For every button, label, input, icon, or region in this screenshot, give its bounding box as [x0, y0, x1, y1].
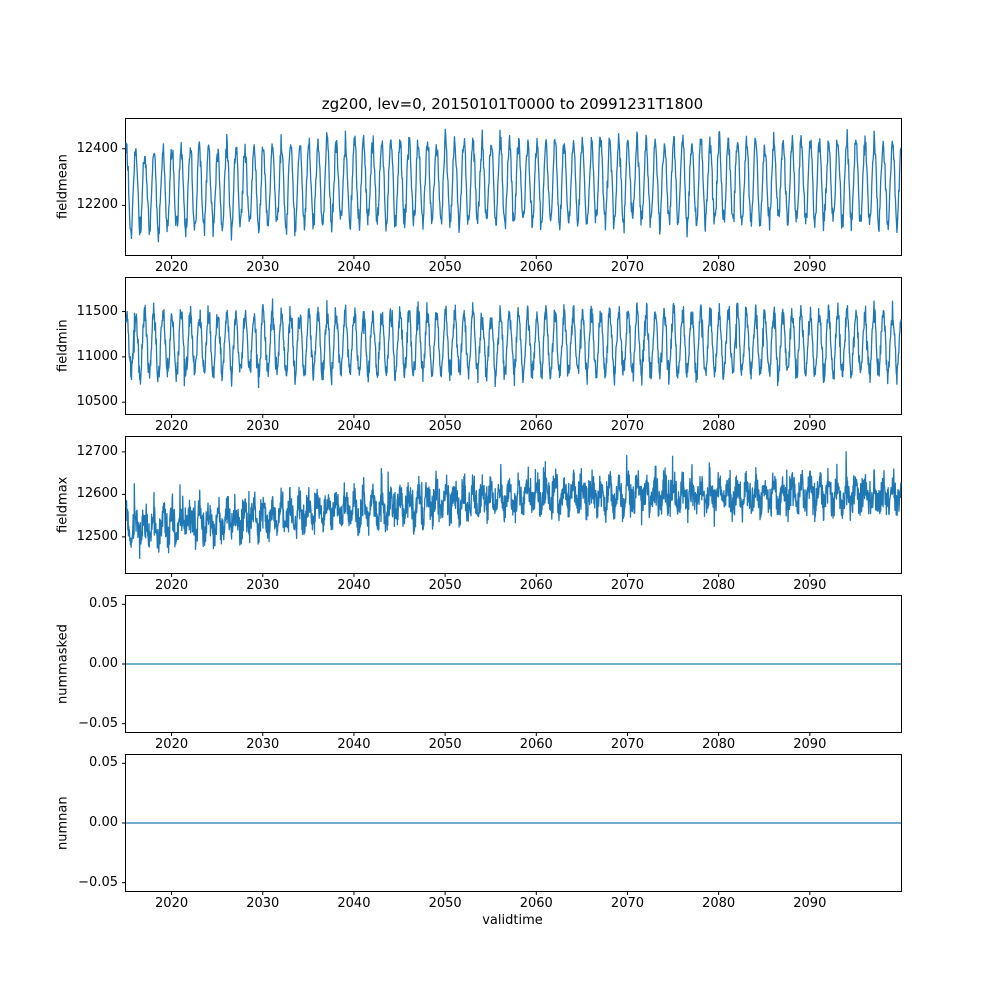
x-tick-label: 2070 — [610, 578, 645, 593]
y-tick-label: 12400 — [76, 140, 118, 156]
plot-area-numnan — [122, 762, 901, 895]
y-tick-label: 10500 — [76, 394, 118, 410]
x-tick-label: 2070 — [610, 260, 645, 275]
y-tick-label: 0.05 — [89, 755, 118, 771]
x-tick-label: 2020 — [155, 737, 189, 752]
x-tick-label: 2070 — [610, 896, 645, 911]
figure-title: zg200, lev=0, 20150101T0000 to 20991231T… — [321, 95, 704, 113]
x-tick-label: 2080 — [702, 260, 736, 275]
x-tick-label: 2090 — [793, 260, 827, 275]
subplot-fieldmean: fieldmean 12200 12400 2020 2030 2040 2050 2060… — [56, 118, 902, 275]
x-tick-label: 2090 — [793, 578, 827, 593]
x-tick-label: 2080 — [702, 896, 736, 911]
y-tick-label: 12700 — [76, 443, 118, 459]
plot-area-fieldmean — [122, 128, 902, 259]
x-tick-label: 2050 — [428, 896, 462, 911]
subplot-nummasked: nummasked −0.05 0.00 0.05 2020 2030 2040 2050 2… — [56, 595, 902, 752]
x-tick-label: 2030 — [246, 737, 280, 752]
subplot-fieldmax: fieldmax 12500 12600 12700 2020 2030 2040 2050… — [56, 436, 902, 593]
x-axis-label: validtime — [482, 913, 543, 928]
y-tick-label: −0.05 — [78, 874, 118, 890]
x-tick-label: 2060 — [519, 578, 553, 593]
x-tick-label: 2090 — [793, 896, 827, 911]
x-tick-label: 2060 — [519, 419, 553, 434]
y-tick-label: 12600 — [76, 486, 118, 502]
y-tick-label: 0.00 — [89, 656, 118, 671]
x-tick-label: 2030 — [246, 578, 280, 593]
y-tick-label: 11000 — [76, 348, 118, 364]
y-axis-label-nummasked: nummasked — [55, 624, 71, 704]
plot-area-fieldmin — [122, 298, 902, 418]
x-tick-label: 2060 — [519, 896, 553, 911]
y-axis-label-fieldmean: fieldmean — [55, 154, 71, 220]
x-tick-label: 2060 — [519, 737, 553, 752]
data-line-fieldmin — [125, 298, 902, 389]
plot-area-nummasked — [122, 603, 901, 736]
x-tick-label: 2090 — [793, 419, 827, 434]
x-tick-label: 2050 — [428, 419, 462, 434]
x-tick-label: 2020 — [155, 578, 189, 593]
data-line-fieldmax — [125, 451, 902, 560]
x-tick-label: 2040 — [337, 578, 371, 593]
y-tick-label: 12500 — [76, 528, 118, 544]
x-tick-label: 2020 — [155, 260, 189, 275]
x-tick-label: 2040 — [337, 896, 371, 911]
x-tick-label: 2040 — [337, 737, 371, 752]
y-tick-label: 12200 — [76, 197, 118, 213]
x-tick-label: 2020 — [155, 896, 189, 911]
x-tick-label: 2030 — [246, 419, 280, 434]
y-tick-label: 0.00 — [89, 815, 118, 830]
x-tick-label: 2030 — [246, 260, 280, 275]
x-tick-label: 2080 — [702, 419, 736, 434]
subplot-numnan: numnan −0.05 0.00 0.05 2020 2030 2040 2050 2060… — [56, 754, 902, 911]
x-tick-label: 2070 — [610, 737, 645, 752]
x-tick-label: 2080 — [702, 737, 736, 752]
x-tick-label: 2050 — [428, 737, 462, 752]
x-tick-label: 2020 — [155, 419, 189, 434]
subplot-fieldmin: fieldmin 10500 11000 11500 2020 2030 2040 2050… — [56, 277, 902, 434]
y-tick-label: −0.05 — [78, 715, 118, 731]
x-tick-label: 2060 — [519, 260, 553, 275]
y-tick-label: 11500 — [76, 303, 118, 319]
x-tick-label: 2050 — [428, 578, 462, 593]
x-tick-label: 2030 — [246, 896, 280, 911]
x-tick-label: 2040 — [337, 260, 371, 275]
y-axis-label-numnan: numnan — [55, 796, 71, 850]
y-axis-label-fieldmax: fieldmax — [55, 476, 71, 534]
data-line-fieldmean — [125, 128, 902, 243]
x-tick-label: 2090 — [793, 737, 827, 752]
x-tick-label: 2070 — [610, 419, 645, 434]
x-tick-label: 2050 — [428, 260, 462, 275]
y-axis-label-fieldmin: fieldmin — [55, 319, 71, 373]
plot-area-fieldmax — [122, 451, 902, 577]
y-tick-label: 0.05 — [89, 596, 118, 612]
x-tick-label: 2040 — [337, 419, 371, 434]
x-tick-label: 2080 — [702, 578, 736, 593]
